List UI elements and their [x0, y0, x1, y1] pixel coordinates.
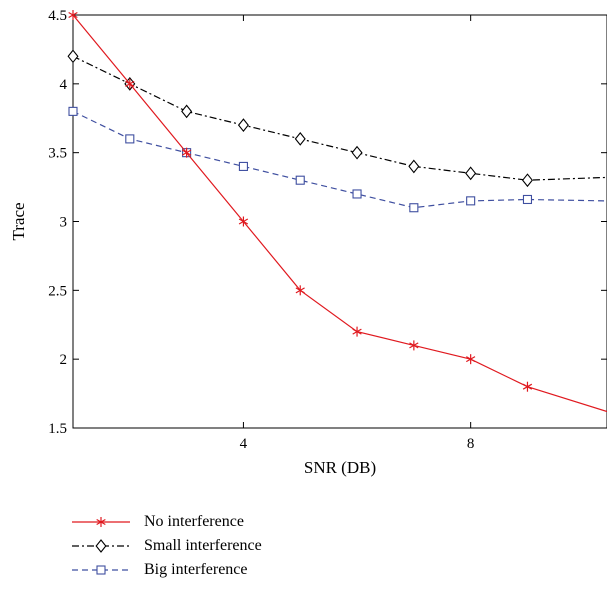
data-point-no-interference [68, 10, 78, 20]
legend-swatch-small-interference [72, 539, 130, 553]
legend-marker [96, 565, 106, 575]
x-tick-label: 8 [467, 436, 475, 452]
data-point-big-interference [352, 189, 362, 199]
data-point-no-interference [181, 147, 192, 158]
series-line-no-interference [72, 14, 607, 413]
legend: No interference Small interference Big i… [70, 510, 262, 582]
series-small-interference [67, 49, 607, 188]
data-point-small-interference [408, 159, 420, 174]
data-point-no-interference [125, 78, 135, 89]
data-point-no-interference [466, 354, 476, 365]
y-tick-label: 3.5 [48, 146, 67, 162]
plot-area [72, 14, 607, 429]
data-point-big-interference [68, 106, 78, 116]
data-point-big-interference [466, 196, 476, 206]
legend-swatch-big-interference [72, 565, 130, 575]
y-tick-label: 3 [60, 215, 68, 231]
y-tick-label: 1.5 [48, 421, 67, 437]
data-point-small-interference [351, 145, 363, 160]
y-axis-title: Trace [9, 202, 28, 240]
legend-label: No interference [144, 513, 244, 530]
legend-label: Small interference [144, 537, 262, 554]
data-point-big-interference [238, 161, 248, 171]
data-point-no-interference [409, 340, 419, 351]
x-axis-title: SNR (DB) [304, 458, 376, 477]
axis-ticks: 1.5 2 2.5 3 3.5 4 4.5 4 8 [48, 8, 607, 452]
data-point-small-interference [67, 49, 79, 64]
legend-marker [95, 539, 107, 553]
data-point-no-interference [295, 285, 305, 296]
data-point-big-interference [125, 134, 135, 144]
series-no-interference [68, 10, 607, 413]
data-point-small-interference [521, 173, 533, 188]
data-point-small-interference [181, 104, 193, 119]
legend-swatch-no-interference [72, 517, 130, 527]
series-line-big-interference [72, 110, 607, 209]
data-point-no-interference [522, 381, 533, 392]
data-point-big-interference [522, 194, 533, 205]
data-point-small-interference [294, 132, 306, 146]
legend-item-big-interference: Big interference [70, 558, 262, 582]
series-big-interference [68, 106, 607, 213]
y-tick-label: 2 [60, 352, 68, 368]
legend-item-no-interference: No interference [70, 510, 262, 534]
y-tick-label: 4 [60, 77, 68, 93]
series-line-small-interference [72, 55, 607, 181]
x-tick-label: 4 [240, 436, 248, 452]
plot-frame [72, 14, 607, 429]
legend-item-small-interference: Small interference [70, 534, 262, 558]
series-layer [67, 10, 607, 413]
data-point-big-interference [409, 203, 419, 213]
data-point-small-interference [237, 118, 249, 133]
data-point-small-interference [465, 166, 477, 181]
data-point-no-interference [352, 326, 362, 337]
legend-label: Big interference [144, 561, 248, 578]
data-point-big-interference [295, 175, 305, 185]
legend-marker [96, 517, 106, 527]
data-point-no-interference [238, 216, 249, 227]
y-tick-label: 2.5 [48, 283, 67, 299]
y-tick-label: 4.5 [48, 8, 67, 24]
